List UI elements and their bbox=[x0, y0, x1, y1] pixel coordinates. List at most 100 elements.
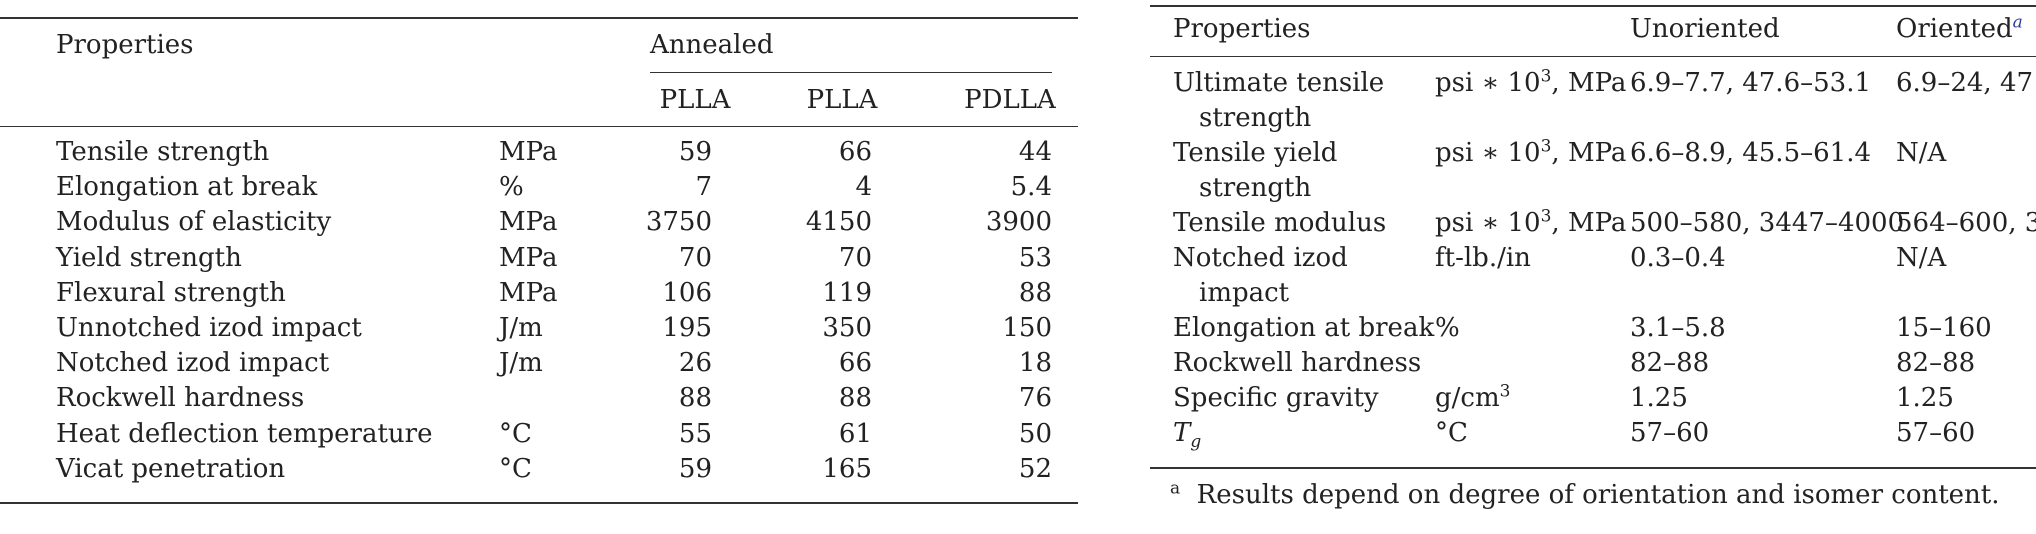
table-footnote: a Results depend on degree of orientatio… bbox=[1170, 478, 2000, 510]
left-col-header: PDLLA bbox=[964, 85, 1056, 115]
left-row-unit: MPa bbox=[499, 137, 558, 167]
left-row-unit: MPa bbox=[499, 243, 558, 273]
right-row-unoriented: 3.1–5.8 bbox=[1630, 313, 1726, 343]
left-row-value: 3900 bbox=[985, 207, 1052, 237]
right-row-property: Tensile modulus bbox=[1173, 208, 1387, 238]
left-row-value: 150 bbox=[1002, 313, 1052, 343]
left-row-property: Elongation at break bbox=[56, 172, 318, 202]
right-row-unit: % bbox=[1435, 313, 1460, 343]
left-row-unit: °C bbox=[499, 454, 532, 484]
left-header-properties: Properties bbox=[56, 30, 194, 60]
left-row-unit: J/m bbox=[499, 348, 543, 378]
left-row-value: 350 bbox=[822, 313, 872, 343]
left-row-unit: MPa bbox=[499, 278, 558, 308]
left-row-value: 26 bbox=[678, 348, 712, 378]
right-row-unit: °C bbox=[1435, 418, 1468, 448]
left-header-annealed: Annealed bbox=[650, 30, 774, 60]
left-row-property: Yield strength bbox=[56, 243, 242, 273]
left-row-unit: J/m bbox=[499, 313, 543, 343]
left-row-value: 88 bbox=[1018, 278, 1052, 308]
right-row-property-cont: strength bbox=[1199, 173, 1312, 203]
left-row-value: 106 bbox=[662, 278, 712, 308]
right-row-oriented: 564–600, 3 bbox=[1896, 208, 2036, 238]
left-row-value: 50 bbox=[1018, 419, 1052, 449]
right-row-unit: g/cm3 bbox=[1435, 381, 1511, 413]
right-row-property: Rockwell hardness bbox=[1173, 348, 1422, 378]
right-row-unoriented: 82–88 bbox=[1630, 348, 1710, 378]
right-row-oriented: 1.25 bbox=[1896, 383, 1954, 413]
right-row-oriented: N/A bbox=[1896, 243, 1947, 273]
left-row-property: Heat deflection temperature bbox=[56, 419, 433, 449]
left-col-header: PLLA bbox=[806, 85, 878, 115]
right-row-property: Ultimate tensile bbox=[1173, 68, 1385, 98]
left-row-unit: °C bbox=[499, 419, 532, 449]
right-row-property-cont: strength bbox=[1199, 103, 1312, 133]
right-row-unoriented: 1.25 bbox=[1630, 383, 1688, 413]
right-row-unit: psi ∗ 103, MPa bbox=[1435, 66, 1627, 98]
right-row-oriented: 57–60 bbox=[1896, 418, 1976, 448]
left-row-value: 195 bbox=[662, 313, 712, 343]
left-row-value: 61 bbox=[838, 419, 872, 449]
left-col-header: PLLA bbox=[659, 85, 731, 115]
left-row-property: Tensile strength bbox=[56, 137, 270, 167]
right-row-unoriented: 57–60 bbox=[1630, 418, 1710, 448]
right-row-oriented: 82–88 bbox=[1896, 348, 1976, 378]
right-row-oriented: N/A bbox=[1896, 138, 1947, 168]
left-row-value: 165 bbox=[822, 454, 872, 484]
right-row-property: Tensile yield bbox=[1173, 138, 1338, 168]
right-row-unoriented: 0.3–0.4 bbox=[1630, 243, 1726, 273]
footnote-marker: a bbox=[2012, 12, 2023, 33]
right-table-top-rule bbox=[1150, 5, 2036, 7]
right-row-unoriented: 6.6–8.9, 45.5–61.4 bbox=[1630, 138, 1872, 168]
right-header-properties: Properties bbox=[1173, 14, 1311, 44]
left-row-property: Flexural strength bbox=[56, 278, 286, 308]
left-row-value: 55 bbox=[678, 419, 712, 449]
left-row-value: 18 bbox=[1018, 348, 1052, 378]
right-row-unit: psi ∗ 103, MPa bbox=[1435, 206, 1627, 238]
right-row-oriented: 6.9–24, 47 bbox=[1896, 68, 2034, 98]
right-row-unoriented: 500–580, 3447–4000 bbox=[1630, 208, 1905, 238]
left-table-header-rule bbox=[0, 126, 1078, 127]
left-row-value: 5.4 bbox=[1010, 172, 1052, 202]
left-row-unit: % bbox=[499, 172, 524, 202]
right-table-bottom-rule bbox=[1150, 467, 2036, 469]
left-row-value: 66 bbox=[838, 137, 872, 167]
right-row-property: Elongation at break bbox=[1173, 313, 1435, 343]
left-row-value: 59 bbox=[678, 454, 712, 484]
left-row-property: Rockwell hardness bbox=[56, 383, 305, 413]
left-row-value: 88 bbox=[678, 383, 712, 413]
right-row-property-cont: impact bbox=[1199, 278, 1290, 308]
left-row-property: Modulus of elasticity bbox=[56, 207, 332, 237]
left-row-value: 44 bbox=[1018, 137, 1052, 167]
left-row-value: 53 bbox=[1018, 243, 1052, 273]
right-row-property: Specific gravity bbox=[1173, 383, 1379, 413]
right-header-unoriented: Unoriented bbox=[1630, 14, 1780, 44]
left-row-value: 66 bbox=[838, 348, 872, 378]
left-row-unit: MPa bbox=[499, 207, 558, 237]
left-row-value: 88 bbox=[838, 383, 872, 413]
left-row-value: 70 bbox=[838, 243, 872, 273]
right-row-unit: psi ∗ 103, MPa bbox=[1435, 136, 1627, 168]
right-row-unit: ft-lb./in bbox=[1435, 243, 1531, 273]
right-header-oriented: Orienteda bbox=[1896, 12, 2023, 44]
left-row-value: 119 bbox=[822, 278, 872, 308]
left-table-top-rule bbox=[0, 17, 1078, 19]
left-row-property: Vicat penetration bbox=[56, 454, 286, 484]
right-row-unoriented: 6.9–7.7, 47.6–53.1 bbox=[1630, 68, 1872, 98]
left-row-value: 52 bbox=[1018, 454, 1052, 484]
left-row-value: 7 bbox=[695, 172, 712, 202]
left-row-property: Unnotched izod impact bbox=[56, 313, 362, 343]
left-table-bottom-rule bbox=[0, 502, 1078, 504]
left-annealed-rule bbox=[650, 72, 1052, 73]
right-row-property: Tg bbox=[1173, 418, 1202, 453]
left-row-property: Notched izod impact bbox=[56, 348, 330, 378]
left-row-value: 70 bbox=[678, 243, 712, 273]
right-table-header-rule bbox=[1150, 56, 2036, 57]
left-row-value: 59 bbox=[678, 137, 712, 167]
left-row-value: 4150 bbox=[805, 207, 872, 237]
left-row-value: 3750 bbox=[645, 207, 712, 237]
right-row-oriented: 15–160 bbox=[1896, 313, 1992, 343]
right-row-property: Notched izod bbox=[1173, 243, 1348, 273]
left-row-value: 4 bbox=[855, 172, 872, 202]
left-row-value: 76 bbox=[1018, 383, 1052, 413]
